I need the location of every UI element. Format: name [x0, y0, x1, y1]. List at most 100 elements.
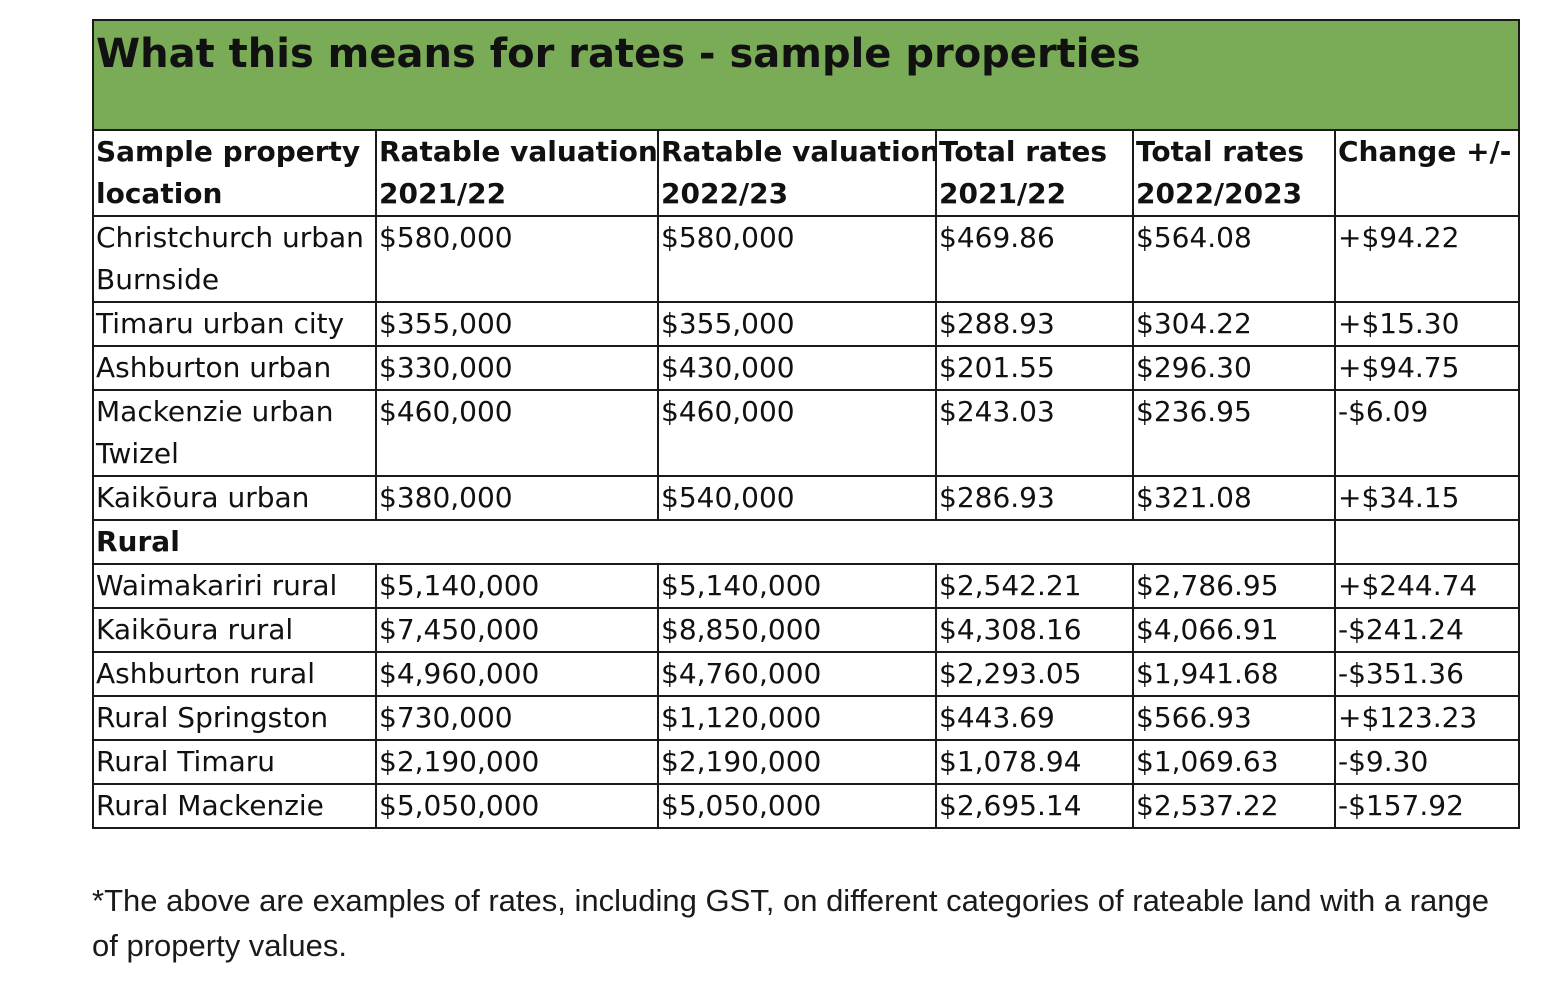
table-row: Timaru urban city $355,000 $355,000 $288.93…	[92, 301, 1521, 347]
rates-2122-cell: $201.55	[935, 345, 1134, 391]
rates-2122-cell: $288.93	[935, 301, 1134, 347]
rates-2223-cell: $2,537.22	[1132, 783, 1336, 829]
table-title: What this means for rates - sample prope…	[91, 19, 1521, 131]
valuation-2122-cell: $7,450,000	[375, 607, 659, 653]
header-rates-2223: Total rates 2022/2023	[1132, 129, 1336, 217]
location-line: Rural Mackenzie	[96, 789, 324, 822]
header-valuation-2223-line2: 2022/23	[661, 177, 789, 210]
rates-2223-cell: $566.93	[1132, 695, 1336, 741]
section-label: Rural	[92, 519, 1336, 565]
section-row-rural: Rural	[92, 519, 1521, 565]
location-cell: Waimakariri rural	[92, 563, 377, 609]
table-body: What this means for rates - sample prope…	[91, 19, 1521, 829]
valuation-2122-cell: $580,000	[375, 215, 659, 303]
change-cell: -$241.24	[1333, 607, 1521, 653]
change-cell: +$34.15	[1333, 475, 1521, 521]
change-cell: +$15.30	[1333, 301, 1521, 347]
location-line: Mackenzie urban	[96, 395, 334, 428]
valuation-2122-cell: $2,190,000	[375, 739, 659, 785]
valuation-2223-cell: $5,140,000	[657, 563, 937, 609]
header-location-line1: Sample property	[96, 135, 361, 168]
header-valuation-2223-line1: Ratable valuation	[661, 135, 936, 168]
rates-2223-cell: $4,066.91	[1132, 607, 1336, 653]
location-line: Twizel	[96, 437, 179, 470]
location-cell: Timaru urban city	[92, 301, 377, 347]
header-row: Sample property location Ratable valuati…	[92, 129, 1521, 217]
valuation-2122-cell: $380,000	[375, 475, 659, 521]
header-valuation-2122-line1: Ratable valuation	[379, 135, 658, 168]
location-cell: Christchurch urban Burnside	[92, 215, 377, 303]
valuation-2223-cell: $4,760,000	[657, 651, 937, 697]
valuation-2122-cell: $730,000	[375, 695, 659, 741]
rates-2122-cell: $4,308.16	[935, 607, 1134, 653]
header-location-line2: location	[96, 177, 223, 210]
header-valuation-2223: Ratable valuation 2022/23	[657, 129, 937, 217]
title-row: What this means for rates - sample prope…	[91, 19, 1521, 131]
rates-2122-cell: $443.69	[935, 695, 1134, 741]
table-row: Rural Springston $730,000 $1,120,000 $443.6…	[92, 695, 1521, 741]
footnote: *The above are examples of rates, includ…	[92, 883, 1489, 963]
change-cell: -$157.92	[1333, 783, 1521, 829]
rates-2223-cell: $1,941.68	[1132, 651, 1336, 697]
valuation-2223-cell: $580,000	[657, 215, 937, 303]
location-line: Burnside	[96, 263, 220, 296]
location-cell: Rural Springston	[92, 695, 377, 741]
location-cell: Ashburton rural	[92, 651, 377, 697]
header-location: Sample property location	[92, 129, 377, 217]
table-row: Ashburton urban $330,000 $430,000 $201.55 $2…	[92, 345, 1521, 391]
valuation-2223-cell: $460,000	[657, 389, 937, 477]
rates-2223-cell: $321.08	[1132, 475, 1336, 521]
location-line: Rural Springston	[96, 701, 329, 734]
valuation-2223-cell: $8,850,000	[657, 607, 937, 653]
valuation-2122-cell: $355,000	[375, 301, 659, 347]
location-cell: Kaikōura urban	[92, 475, 377, 521]
valuation-2122-cell: $4,960,000	[375, 651, 659, 697]
valuation-2223-cell: $355,000	[657, 301, 937, 347]
location-line: Christchurch urban	[96, 221, 364, 254]
header-valuation-2122-line2: 2021/22	[379, 177, 507, 210]
rates-2223-cell: $304.22	[1132, 301, 1336, 347]
header-valuation-2122: Ratable valuation 2021/22	[375, 129, 659, 217]
valuation-2122-cell: $460,000	[375, 389, 659, 477]
table-row: Rural Mackenzie $5,050,000 $5,050,000 $2,69…	[92, 783, 1521, 829]
location-line: Timaru urban city	[96, 307, 345, 340]
location-line: Kaikōura rural	[96, 613, 294, 646]
valuation-2122-cell: $5,050,000	[375, 783, 659, 829]
rates-table: What this means for rates - sample prope…	[91, 19, 1521, 829]
location-line: Ashburton urban	[96, 351, 332, 384]
rates-2223-cell: $236.95	[1132, 389, 1336, 477]
valuation-2122-cell: $330,000	[375, 345, 659, 391]
header-rates-2223-line1: Total rates	[1136, 135, 1304, 168]
change-cell: +$123.23	[1333, 695, 1521, 741]
location-cell: Kaikōura rural	[92, 607, 377, 653]
valuation-2223-cell: $5,050,000	[657, 783, 937, 829]
change-cell: +$244.74	[1333, 563, 1521, 609]
location-cell: Rural Timaru	[92, 739, 377, 785]
valuation-2223-cell: $2,190,000	[657, 739, 937, 785]
rates-2223-cell: $2,786.95	[1132, 563, 1336, 609]
header-rates-2122-line2: 2021/22	[939, 177, 1067, 210]
valuation-2223-cell: $430,000	[657, 345, 937, 391]
change-cell: -$9.30	[1333, 739, 1521, 785]
table-row: Waimakariri rural $5,140,000 $5,140,000 $2,…	[92, 563, 1521, 609]
rates-2122-cell: $243.03	[935, 389, 1134, 477]
rates-2122-cell: $469.86	[935, 215, 1134, 303]
header-rates-2223-line2: 2022/2023	[1136, 177, 1303, 210]
change-cell: +$94.75	[1333, 345, 1521, 391]
header-change-line1: Change +/-	[1338, 135, 1512, 168]
table-row: Christchurch urban Burnside $580,000 $580,0…	[92, 215, 1521, 303]
location-line: Kaikōura urban	[96, 481, 310, 514]
header-rates-2122-line1: Total rates	[939, 135, 1107, 168]
rates-2223-cell: $296.30	[1132, 345, 1336, 391]
rates-2122-cell: $1,078.94	[935, 739, 1134, 785]
valuation-2122-cell: $5,140,000	[375, 563, 659, 609]
location-line: Rural Timaru	[96, 745, 276, 778]
rates-2122-cell: $2,293.05	[935, 651, 1134, 697]
location-cell: Rural Mackenzie	[92, 783, 377, 829]
header-change: Change +/-	[1333, 129, 1521, 217]
rates-2223-cell: $1,069.63	[1132, 739, 1336, 785]
change-cell: +$94.22	[1333, 215, 1521, 303]
rates-2223-cell: $564.08	[1132, 215, 1336, 303]
header-rates-2122: Total rates 2021/22	[935, 129, 1134, 217]
rates-2122-cell: $2,695.14	[935, 783, 1134, 829]
